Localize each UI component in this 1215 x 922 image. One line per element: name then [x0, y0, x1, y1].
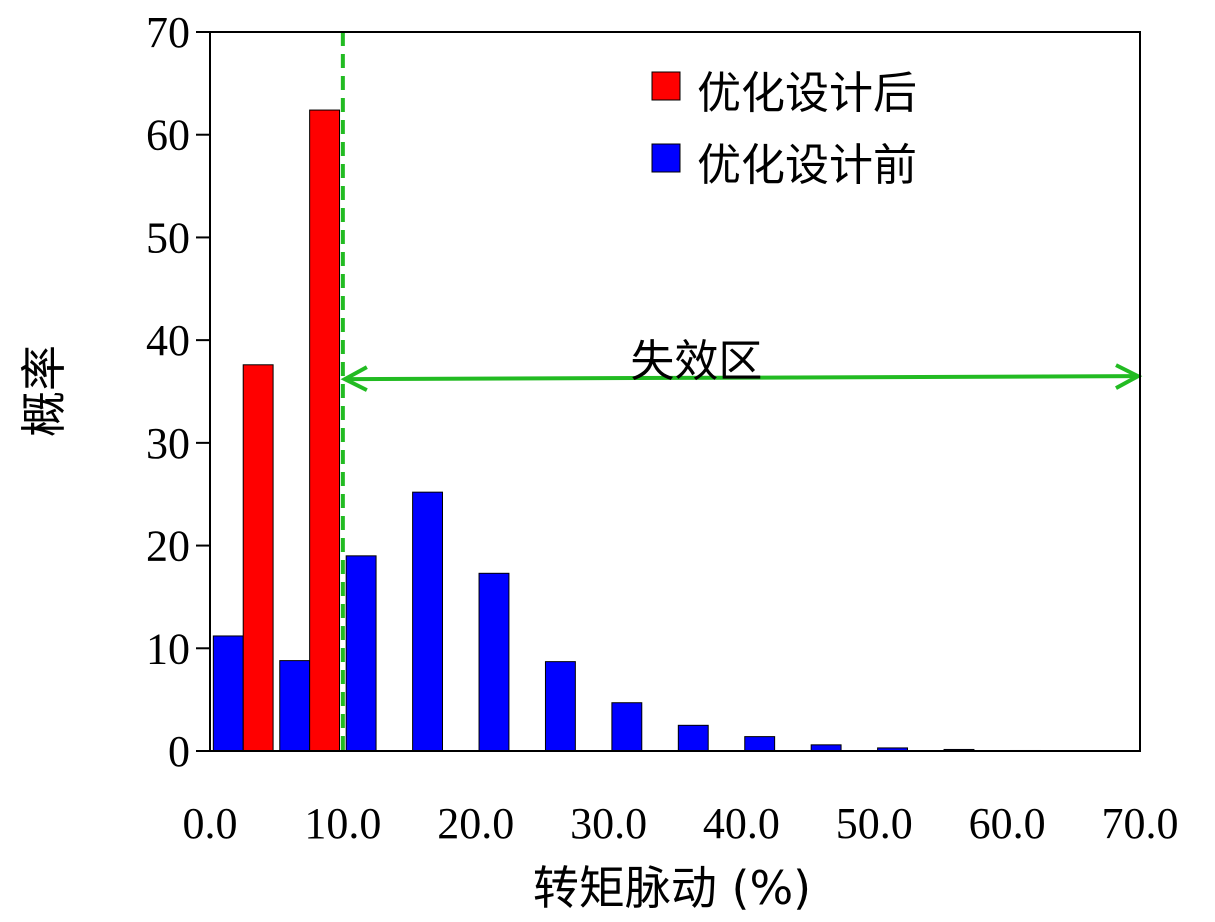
x-axis-title: 转矩脉动 (%): [533, 861, 811, 915]
ticks-layer: 0 10 20 30 40 50 60 70 0.0 10.0 20.0 30.0 40.0 50.0 60…: [146, 8, 1179, 848]
x-tick-label-6: 60.0: [969, 799, 1046, 848]
y-tick-label-2: 20: [146, 522, 190, 571]
legend-swatch-0: [651, 71, 681, 101]
x-tick-label-7: 70.0: [1102, 799, 1179, 848]
region-label: 失效区: [630, 336, 762, 387]
bar-before-6: [611, 702, 643, 752]
annotation-layer: 失效区: [340, 32, 1143, 751]
bars-layer: [212, 109, 1108, 752]
x-tick-label-0: 0.0: [183, 799, 238, 848]
region-arrow-line: [348, 374, 1135, 382]
y-tick-label-3: 30: [146, 419, 190, 468]
y-tick-label-4: 40: [146, 316, 190, 365]
bar-before-4: [478, 572, 510, 752]
y-tick-label-6: 60: [146, 111, 190, 160]
y-tick-label-0: 0: [168, 727, 190, 776]
y-tick-label-5: 50: [146, 213, 190, 262]
region-arrow-head-right: [1115, 363, 1143, 390]
y-axis-title: 概率: [17, 345, 71, 437]
y-tick-label-7: 70: [146, 8, 190, 57]
bar-before-1: [279, 660, 311, 752]
x-tick-label-2: 20.0: [437, 799, 514, 848]
legend-label-1: 优化设计前: [697, 140, 917, 191]
bar-before-2: [345, 555, 377, 752]
legend-label-0: 优化设计后: [697, 68, 917, 119]
x-tick-label-3: 30.0: [570, 799, 647, 848]
region-arrow-head-left: [340, 365, 368, 392]
x-tick-label-1: 10.0: [304, 799, 381, 848]
bar-after-1: [309, 109, 341, 752]
bar-before-0: [212, 635, 244, 752]
bar-before-7: [677, 724, 709, 752]
plot-frame: [209, 31, 1141, 752]
x-tick-label-5: 50.0: [836, 799, 913, 848]
bar-before-8: [744, 736, 776, 752]
x-tick-label-4: 40.0: [703, 799, 780, 848]
bar-after-0: [242, 364, 274, 752]
legend-swatch-1: [651, 143, 681, 173]
bar-before-5: [544, 661, 576, 752]
bar-before-3: [412, 491, 443, 752]
y-tick-label-1: 10: [146, 624, 190, 673]
